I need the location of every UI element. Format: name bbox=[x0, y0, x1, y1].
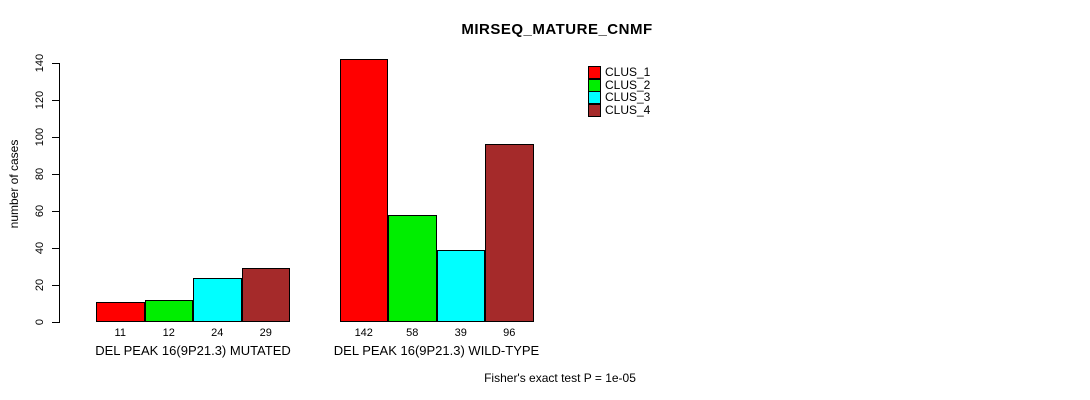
bar-value-label: 96 bbox=[503, 327, 516, 339]
legend: CLUS_1 CLUS_2 CLUS_3 CLUS_4 bbox=[588, 66, 728, 126]
fisher-test-annotation: Fisher's exact test P = 1e-05 bbox=[484, 371, 636, 385]
legend-item: CLUS_1 bbox=[588, 66, 728, 79]
y-axis-tick bbox=[52, 100, 59, 101]
bar-value-label: 24 bbox=[211, 327, 224, 339]
bar-clus_2-group2 bbox=[388, 215, 437, 322]
bar-value-label: 142 bbox=[354, 327, 373, 339]
legend-swatch-clus_3 bbox=[588, 91, 601, 104]
legend-label: CLUS_4 bbox=[605, 102, 651, 117]
y-axis-tick bbox=[52, 137, 59, 138]
x-axis-group-label: DEL PEAK 16(9P21.3) MUTATED bbox=[95, 343, 291, 358]
y-axis-tick-label: 140 bbox=[34, 53, 46, 73]
chart-title: MIRSEQ_MATURE_CNMF bbox=[461, 21, 653, 38]
bar-clus_3-group1 bbox=[193, 278, 242, 322]
bar-clus_1-group1 bbox=[96, 302, 145, 322]
bar-clus_2-group1 bbox=[144, 300, 193, 322]
bar-value-label: 39 bbox=[454, 327, 467, 339]
legend-item: CLUS_4 bbox=[588, 102, 728, 117]
x-axis-group-label: DEL PEAK 16(9P21.3) WILD-TYPE bbox=[333, 343, 540, 358]
y-axis-tick bbox=[52, 285, 59, 286]
y-axis-tick bbox=[52, 322, 59, 323]
bar-clus_4-group2 bbox=[485, 144, 534, 322]
legend-swatch-clus_1 bbox=[588, 66, 601, 79]
y-axis-tick bbox=[52, 63, 59, 64]
bar-value-label: 11 bbox=[114, 327, 126, 339]
legend-swatch-clus_2 bbox=[588, 78, 601, 92]
legend-label: CLUS_1 bbox=[605, 65, 651, 79]
bar-clus_1-group2 bbox=[339, 59, 388, 322]
y-axis-tick bbox=[52, 211, 59, 212]
y-axis-line bbox=[59, 63, 60, 323]
bar-value-label: 12 bbox=[162, 327, 175, 339]
legend-label: CLUS_2 bbox=[605, 77, 651, 92]
bar-value-label: 58 bbox=[406, 327, 419, 339]
y-axis-tick bbox=[52, 248, 59, 249]
bar-clus_3-group2 bbox=[436, 250, 485, 322]
legend-swatch-clus_4 bbox=[588, 103, 601, 117]
bar-clus_4-group1 bbox=[241, 268, 290, 322]
legend-label: CLUS_3 bbox=[605, 90, 651, 104]
y-axis-tick bbox=[52, 174, 59, 175]
bar-value-label: 29 bbox=[259, 327, 272, 339]
